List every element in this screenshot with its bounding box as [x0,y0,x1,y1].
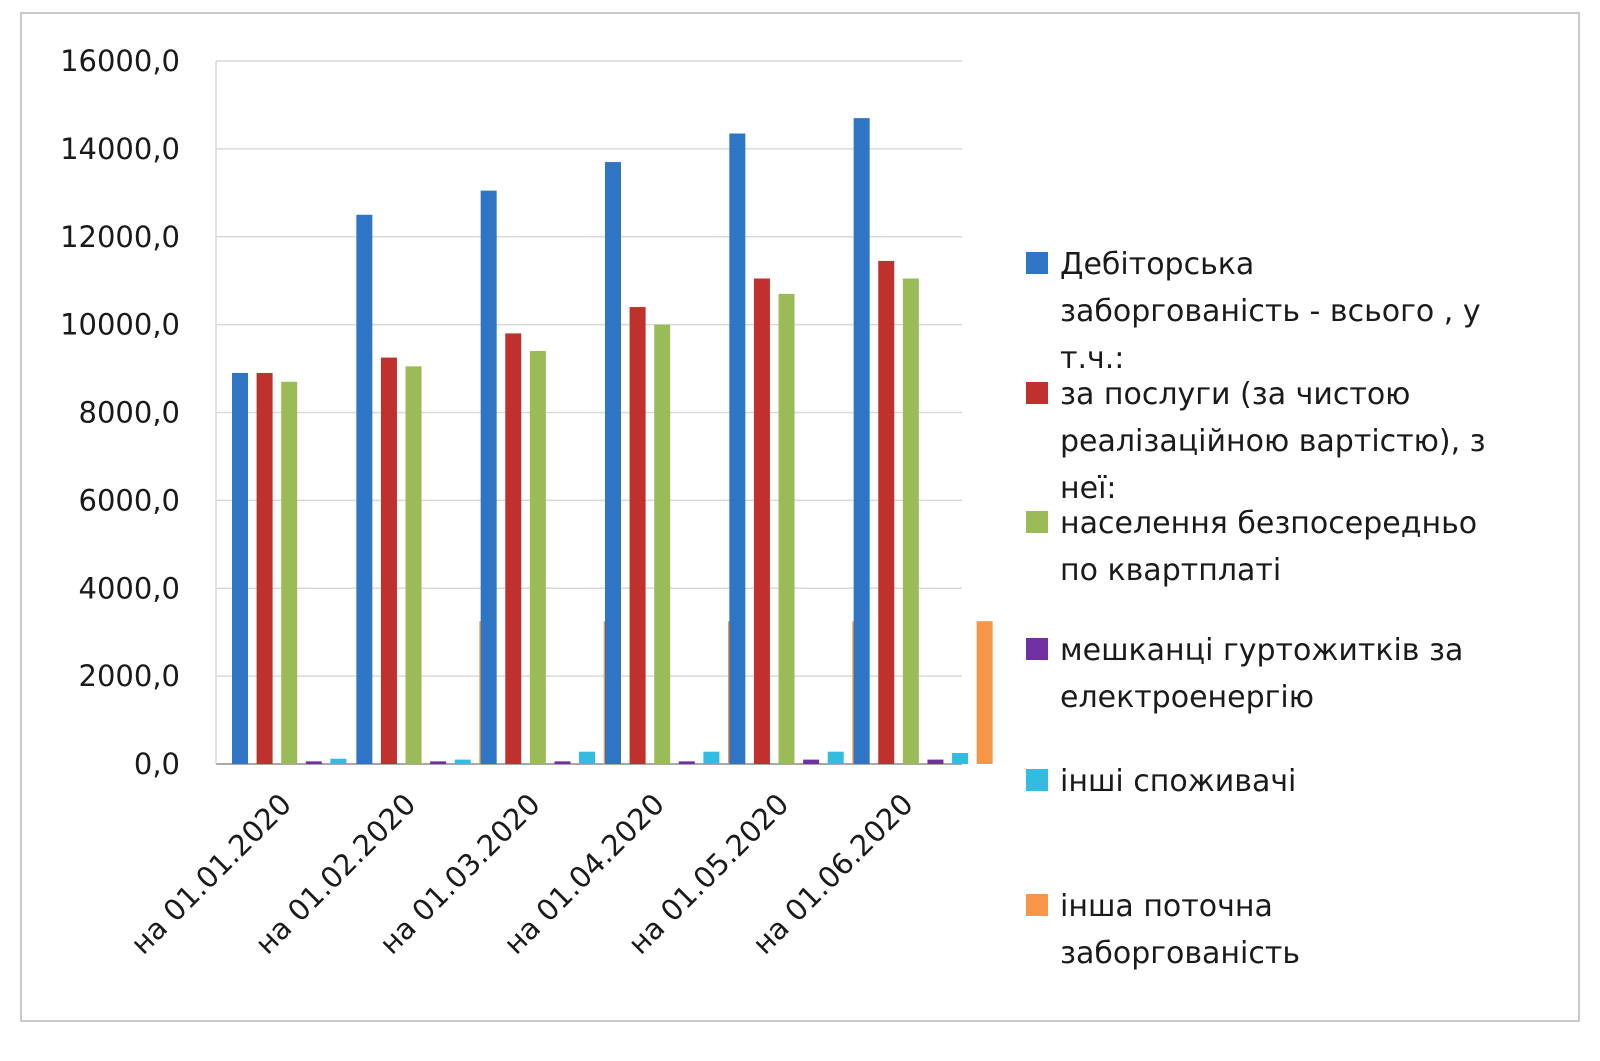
bar [356,214,373,764]
bar [480,190,497,765]
legend-swatch [1026,252,1048,274]
y-axis-tick-labels: 0,0 2000,0 4000,0 6000,0 8000,0 10000,0 12000,… [60,44,180,781]
grid-lines [215,60,962,765]
bar [554,761,571,764]
bar [256,372,273,764]
legend-entry-text: по квартплаті [1060,553,1281,588]
legend-swatch [1026,382,1048,404]
legend: Дебіторська заборгованість - всього , у т.… [1026,247,1486,971]
legend-entry-text: за послуги (за чистою [1060,377,1410,412]
legend-entry-text: інша поточна [1060,889,1273,924]
bar [976,621,993,764]
bar [605,162,621,764]
legend-swatch [1026,511,1048,533]
bars [232,118,993,765]
legend-swatch [1026,769,1048,791]
legend-entry-text: мешканці гуртожитків за [1060,633,1463,668]
legend-entry-text: заборгованість - всього , у [1060,294,1481,329]
legend-entry-text: неї: [1060,471,1117,506]
legend-entry-text: електроенергію [1060,680,1314,715]
bar [454,759,471,764]
bar [305,761,322,764]
y-tick-label: 16000,0 [60,44,180,78]
bar [703,751,720,764]
bar [654,324,671,764]
bar-chart: 0,0 2000,0 4000,0 6000,0 8000,0 10000,0 12000,… [60,44,1486,971]
y-tick-label: 8000,0 [79,396,180,430]
y-tick-label: 2000,0 [79,659,180,693]
bar [753,278,770,764]
bar [380,357,397,764]
bar [629,307,646,764]
bar [927,759,944,764]
bar [579,751,596,764]
legend-entry-text: заборгованість [1060,936,1300,971]
bar [678,761,695,764]
bar [952,753,969,764]
legend-entry-text: інші споживачі [1060,764,1296,799]
bar [778,293,795,764]
bar [878,260,895,764]
bar [902,278,919,764]
y-tick-label: 0,0 [134,747,180,781]
y-tick-label: 14000,0 [60,132,180,166]
legend-entry-text: Дебіторська [1060,247,1254,282]
legend-entry-text: т.ч.: [1060,341,1124,376]
bar [281,381,298,764]
bar [803,759,820,764]
bar [529,350,546,764]
bar [729,133,746,764]
y-tick-label: 6000,0 [79,483,180,517]
y-tick-label: 12000,0 [60,220,180,254]
legend-swatch [1026,638,1048,660]
bar [405,366,422,764]
bar [430,761,447,764]
bar [330,758,347,764]
y-tick-label: 4000,0 [79,571,180,605]
chart-frame: 0,0 2000,0 4000,0 6000,0 8000,0 10000,0 12000,… [20,12,1580,1022]
bar [232,372,248,764]
legend-swatch [1026,894,1048,916]
bar [853,118,870,764]
legend-entry-text: населення безпосередньо [1060,506,1477,541]
bar [505,333,522,764]
legend-entry-text: реалізаційною вартістю), з [1060,424,1486,459]
y-tick-label: 10000,0 [60,308,180,342]
bar [827,751,844,764]
